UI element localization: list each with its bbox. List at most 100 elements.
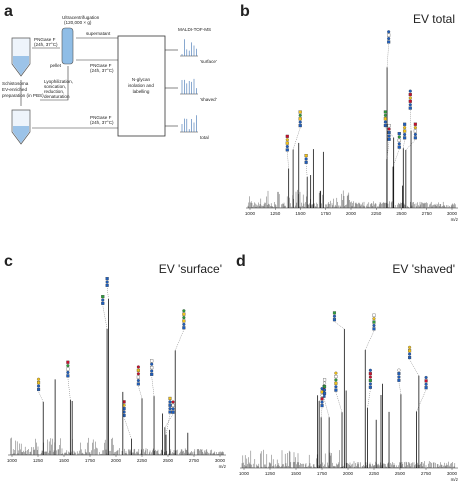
glycan-residue (403, 129, 407, 133)
glycan-residue (105, 280, 109, 284)
glycan-residue (413, 136, 417, 140)
glycan-residue (298, 110, 302, 114)
x-tick-label: 1000 (239, 471, 250, 476)
glycan-residue (387, 124, 391, 128)
x-tick-label: 2000 (111, 458, 122, 463)
glycan-residue (334, 371, 338, 375)
glycan-residue (182, 309, 186, 313)
panel-title: EV total (413, 12, 455, 26)
glycan-residue (150, 369, 154, 373)
glycan-residue (372, 313, 376, 317)
tube-liquid (13, 126, 29, 143)
glycan-residue (168, 403, 172, 407)
glycan-residue (285, 144, 289, 149)
glycan-residue (168, 396, 172, 400)
glycan-residue (136, 382, 140, 386)
step-text: (24h, 37°C) (90, 120, 114, 125)
peak-link (106, 287, 109, 300)
peak-link (367, 389, 371, 408)
glycan-residue (334, 374, 338, 379)
x-tick-label: 1750 (85, 458, 96, 463)
glycan-residue (322, 385, 327, 389)
arrows (20, 37, 178, 129)
x-tick-label: 2500 (163, 458, 174, 463)
step-text: (24h, 37°C) (90, 68, 114, 73)
glycan-residue (403, 126, 407, 130)
x-tick-label: 2000 (343, 471, 354, 476)
tube-liquid (13, 56, 29, 75)
glycan-residue (424, 375, 428, 380)
x-tick-label: 2000 (346, 211, 357, 216)
supernatant-text: supernatant (86, 31, 111, 36)
treatment-text: reduction, (44, 89, 64, 94)
glycan-residue (37, 381, 41, 385)
glycan-residue (171, 407, 175, 411)
glycan-residue (105, 283, 109, 287)
x-tick-label: 3000 (447, 211, 458, 216)
glycan-residue (136, 372, 140, 376)
x-tick-label: 2250 (371, 211, 382, 216)
glycan-residue (101, 298, 105, 302)
glycan-residue (403, 132, 407, 137)
x-tick-label: 2750 (422, 211, 433, 216)
peak-link (386, 141, 390, 160)
peak-link (67, 377, 71, 400)
glycan-residue (372, 327, 376, 331)
glycan-residue (383, 117, 387, 121)
x-tick-label: 1750 (317, 471, 328, 476)
step-text: PNGase F (90, 115, 112, 120)
glycan-residue (368, 382, 372, 386)
centrifuge-text: (120,000 × g) (64, 20, 92, 25)
peak-link (164, 414, 174, 428)
peak-link (416, 389, 427, 412)
glycan-residue (182, 312, 186, 316)
glycan-residue (413, 126, 417, 130)
peak-link (323, 398, 330, 418)
glycan-residue (332, 311, 337, 315)
glycan-residue (322, 388, 327, 392)
glycan-residue (408, 96, 412, 100)
glycan-residue (136, 375, 140, 379)
glycan-residue (171, 410, 175, 414)
glycan-residue (332, 318, 337, 322)
glycan-residue (383, 113, 387, 117)
isolation-text: labelling (133, 89, 150, 94)
x-tick-label: 1500 (295, 211, 306, 216)
glycan-residue (413, 129, 417, 133)
glycan-residue (105, 277, 109, 281)
glycan-residue (320, 393, 324, 397)
x-tick-label: 1750 (321, 211, 332, 216)
glycan-residue (285, 134, 289, 138)
x-tick-label: 2500 (396, 211, 407, 216)
treatment-text: sonication, (44, 84, 66, 89)
peak-link (175, 329, 185, 351)
glycan-residue (408, 89, 412, 93)
output-label: 'surface' (200, 59, 217, 64)
spectrum-noise (9, 437, 224, 455)
glycan-residue (66, 367, 70, 371)
mini-spectra (180, 39, 198, 133)
glycan-residue (413, 122, 417, 126)
step-text: PNGase F (34, 37, 56, 42)
glycan-residue (101, 295, 105, 299)
glycan-residue (397, 368, 401, 372)
glycan-residue (372, 317, 376, 321)
spectrum-noise (247, 189, 456, 208)
glycan-residue (66, 370, 70, 375)
glycan-residue (101, 301, 105, 305)
x-tick-label: 2750 (421, 471, 432, 476)
panel-title: EV 'surface' (159, 262, 222, 276)
glycan-residue (368, 375, 372, 379)
glycan-residue (304, 157, 308, 161)
x-tick-label: 2250 (137, 458, 148, 463)
treatment-text: Lyophilization, (44, 79, 73, 84)
peak-link (151, 376, 155, 397)
isolation-box (117, 35, 166, 137)
x-tick-label: 2250 (369, 471, 380, 476)
glycan-residue (285, 141, 289, 145)
glycan-residue (368, 385, 372, 389)
glycan-residue (304, 154, 308, 158)
panel-label: c (4, 253, 13, 270)
pellet-text: pellet (50, 63, 62, 68)
